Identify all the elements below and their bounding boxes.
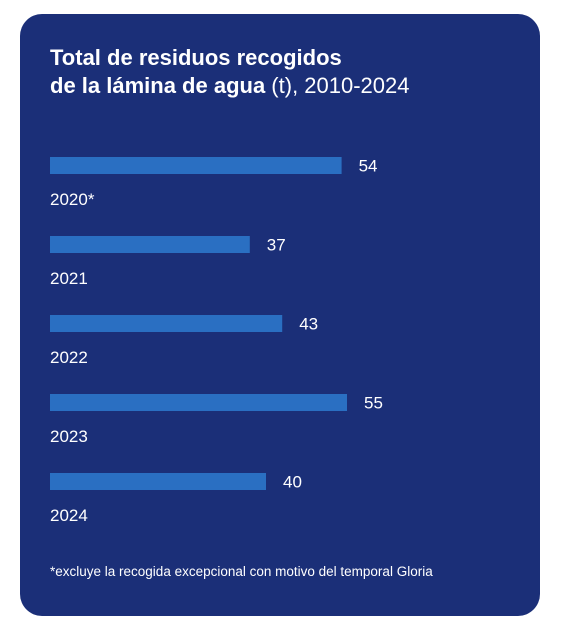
footnote: *excluye la recogida excepcional con mot… xyxy=(50,564,433,579)
value-label-2022: 43 xyxy=(299,315,318,334)
bar-2022 xyxy=(50,315,283,332)
category-label-2021: 2021 xyxy=(50,269,88,288)
title-line-1: Total de residuos recogidos xyxy=(50,45,342,70)
category-label-2022: 2022 xyxy=(50,348,88,367)
bar-2020 xyxy=(50,157,342,174)
title-line-2-light: (t), 2010-2024 xyxy=(265,73,410,98)
value-label-2021: 37 xyxy=(267,236,286,255)
value-label-2024: 40 xyxy=(283,473,302,492)
title-line-2-bold: de la lámina de agua xyxy=(50,73,266,98)
bar-2021 xyxy=(50,236,250,253)
value-label-2023: 55 xyxy=(364,394,383,413)
bar-2023 xyxy=(50,394,347,411)
bar-2024 xyxy=(50,473,266,490)
chart-title: Total de residuos recogidos de la lámina… xyxy=(50,44,410,100)
value-label-2020: 54 xyxy=(359,157,378,176)
bar-chart: 54 2020* 37 2021 43 2022 55 2023 40 2024 xyxy=(50,157,383,525)
category-label-2024: 2024 xyxy=(50,506,88,525)
category-label-2023: 2023 xyxy=(50,427,88,446)
category-label-2020: 2020* xyxy=(50,190,95,209)
chart-card: Total de residuos recogidos de la lámina… xyxy=(20,14,540,616)
